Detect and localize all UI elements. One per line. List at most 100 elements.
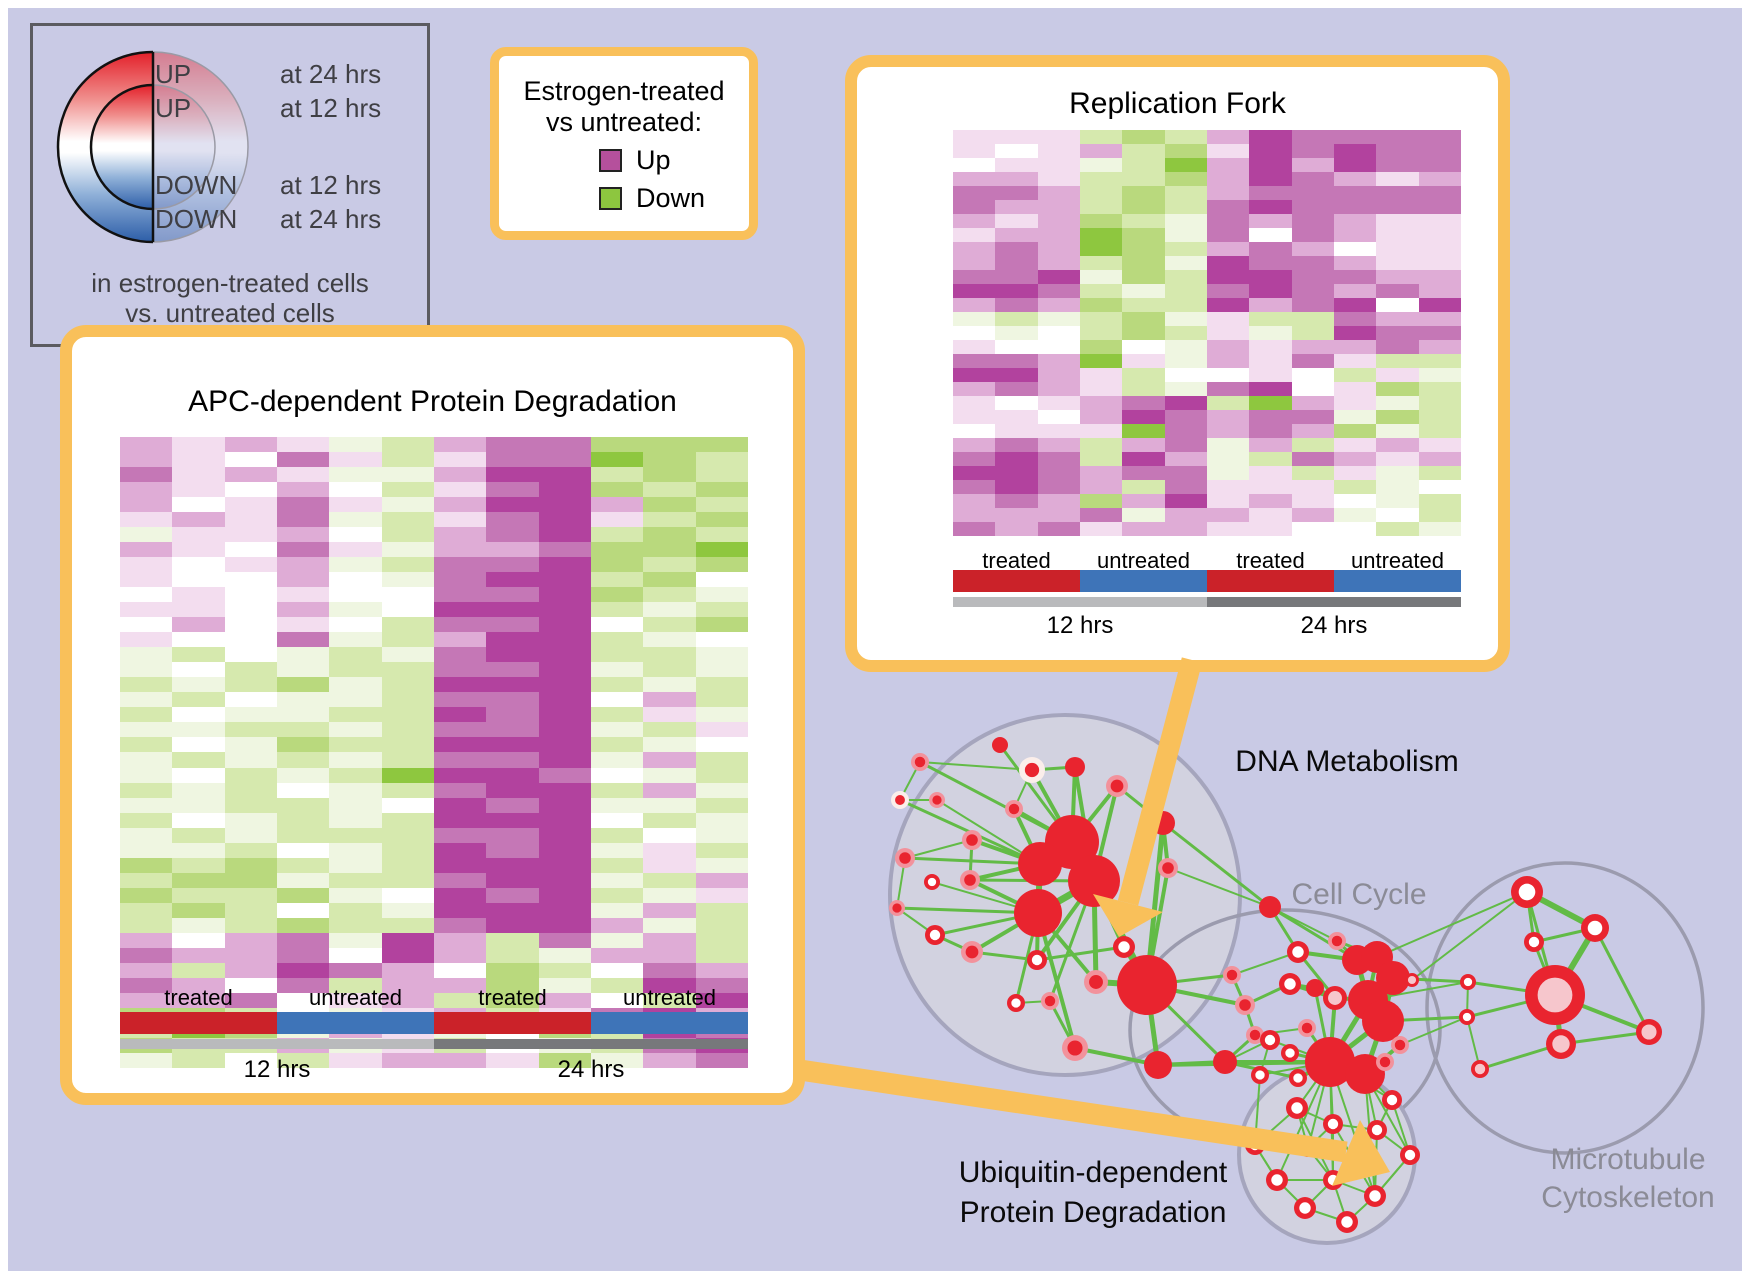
heatmap-cell [120, 932, 173, 948]
treated-bar [1207, 570, 1334, 592]
heatmap-cell [1037, 242, 1080, 256]
heatmap-cell [381, 662, 434, 678]
heatmap-cell [276, 632, 330, 648]
heatmap-cell [1122, 186, 1165, 200]
heatmap-cell [1122, 494, 1165, 508]
heatmap-cell [1249, 522, 1292, 536]
heatmap-cell [486, 797, 539, 813]
heatmap-cell [1418, 438, 1461, 452]
left-outer-arc [56, 50, 154, 244]
heatmap-cell [486, 527, 539, 543]
heatmap-cell [329, 602, 382, 618]
heatmap-cell [695, 782, 748, 798]
heatmap-cell [1164, 158, 1207, 172]
heatmap-cell [276, 917, 330, 933]
heatmap-cell [1249, 172, 1292, 186]
heatmap-cell [172, 887, 225, 903]
heatmap-cell [1079, 326, 1123, 340]
heatmap-cell [1418, 158, 1461, 172]
heatmap-cell [590, 542, 644, 558]
group-label: treated [1236, 548, 1305, 573]
heatmap-cell [1376, 424, 1419, 438]
heatmap-cell [433, 617, 487, 633]
heatmap-cell [172, 977, 225, 993]
heatmap-cell [486, 827, 539, 843]
replication-panel-title: Replication Fork [1069, 87, 1286, 120]
heatmap-cell [224, 887, 277, 903]
heatmap-cell [1079, 424, 1123, 438]
heatmap-cell [953, 158, 996, 172]
heatmap-cell [1333, 494, 1377, 508]
heatmap-cell [329, 722, 382, 738]
heatmap-cell [643, 767, 696, 783]
heatmap-cell [590, 467, 644, 483]
heatmap-cell [590, 437, 644, 453]
heatmap-cell [1291, 368, 1334, 382]
apc-panel: APC-dependent Protein Degradation treate… [60, 325, 805, 1105]
heatmap-cell [1079, 396, 1123, 410]
heatmap-cell [1249, 494, 1292, 508]
heatmap-cell [590, 572, 644, 588]
heatmap-cell [381, 587, 434, 603]
heatmap-cell [953, 494, 996, 508]
heatmap-cell [1037, 480, 1080, 494]
heatmap-cell [329, 767, 382, 783]
group-label: untreated [1351, 548, 1444, 573]
heatmap-cell [538, 752, 591, 768]
heatmap-cell [486, 1052, 539, 1068]
heatmap-cell [953, 466, 996, 480]
heatmap-cell [1079, 284, 1123, 298]
replication-time-bar [953, 597, 1461, 607]
heatmap-cell [120, 572, 173, 588]
heatmap-cell [486, 692, 539, 708]
heatmap-cell [695, 857, 748, 873]
heatmap-cell [276, 557, 330, 573]
heatmap-cell [1122, 452, 1165, 466]
heatmap-cell [590, 752, 644, 768]
heatmap-cell [1079, 410, 1123, 424]
heatmap-cell [1333, 158, 1377, 172]
heatmap-cell [1164, 494, 1207, 508]
heatmap-cell [953, 298, 996, 312]
heatmap-cell [590, 722, 644, 738]
network-cluster-label: DNA Metabolism [1235, 745, 1459, 778]
heatmap-cell [643, 482, 696, 498]
heatmap-cell [1376, 298, 1419, 312]
heatmap-cell [1376, 228, 1419, 242]
legend-word: UP [155, 93, 192, 123]
heatmap-cell [329, 542, 382, 558]
heatmap-cell [538, 437, 591, 453]
heatmap-cell [172, 857, 225, 873]
heatmap-cell [329, 557, 382, 573]
heatmap-cell [1164, 186, 1207, 200]
heatmap-cell [276, 512, 330, 528]
heatmap-cell [695, 842, 748, 858]
heatmap-cell [276, 902, 330, 918]
heatmap-cell [953, 186, 996, 200]
heatmap-cell [953, 172, 996, 186]
legend-item-down: Down [599, 183, 749, 214]
replication-panel: Replication Fork treated untreated treat… [845, 55, 1510, 672]
heatmap-cell [1333, 340, 1377, 354]
heatmap-cell [381, 872, 434, 888]
heatmap-cell [1122, 256, 1165, 270]
heatmap-cell [172, 557, 225, 573]
heatmap-cell [433, 992, 487, 1008]
heatmap-cell [643, 647, 696, 663]
heatmap-cell [276, 842, 330, 858]
heatmap-cell [643, 557, 696, 573]
heatmap-cell [643, 542, 696, 558]
heatmap-cell [643, 677, 696, 693]
heatmap-cell [224, 812, 277, 828]
heatmap-cell [433, 917, 487, 933]
heatmap-cell [1122, 270, 1165, 284]
heatmap-cell [643, 962, 696, 978]
heatmap-cell [172, 512, 225, 528]
heatmap-cell [1333, 172, 1377, 186]
heatmap-cell [224, 632, 277, 648]
heatmap-cell [172, 947, 225, 963]
heatmap-cell [172, 527, 225, 543]
heatmap-cell [1206, 298, 1250, 312]
heatmap-cell [172, 497, 225, 513]
heatmap-cell [590, 647, 644, 663]
